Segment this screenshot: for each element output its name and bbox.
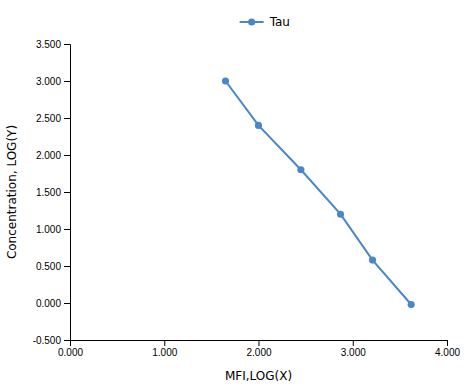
point <box>408 301 415 308</box>
tick: 3.000 <box>36 76 70 87</box>
axis-line <box>64 45 71 341</box>
x-axis-title: MFI,LOG(X) <box>225 369 292 383</box>
tick: 1.000 <box>36 224 70 235</box>
tick-label: 2.000 <box>246 347 271 358</box>
tick: 1.500 <box>36 187 70 198</box>
tick-mark <box>64 340 70 341</box>
tick-label: 0.500 <box>36 261 61 272</box>
tick-mark <box>447 340 448 346</box>
line <box>226 81 412 304</box>
tick: 3.000 <box>341 340 366 358</box>
tick-label: 4.000 <box>435 347 460 358</box>
tick: 2.000 <box>246 340 271 358</box>
y-axis: -0.500 0.000 0.500 1.000 1.500 2.000 2.500 3.00… <box>33 39 71 346</box>
tick-mark <box>64 192 70 193</box>
tick-label: 3.500 <box>36 39 61 50</box>
legend: Tau <box>240 15 290 29</box>
tick-label: 1.000 <box>152 347 177 358</box>
legend-label: Tau <box>269 15 290 29</box>
tick-label: 0.000 <box>58 347 83 358</box>
tick-mark <box>64 155 70 156</box>
axis-line <box>71 341 448 347</box>
tick-label: 3.000 <box>36 76 61 87</box>
tick: 2.000 <box>36 150 70 161</box>
tick: 3.500 <box>36 39 70 50</box>
tick: -0.500 <box>33 335 70 346</box>
x-axis: 0.000 1.000 2.000 3.000 4.000 <box>58 340 460 358</box>
legend-marker <box>248 18 255 25</box>
tick-label: 2.000 <box>36 150 61 161</box>
tick: 1.000 <box>152 340 177 358</box>
tick: 0.500 <box>36 261 70 272</box>
tick-mark <box>64 44 70 45</box>
point <box>337 211 344 218</box>
point <box>222 77 229 84</box>
y-axis-title: Concentration, LOG(Y) <box>5 125 19 259</box>
tick: 0.000 <box>58 340 83 358</box>
chart: 0.0001.0002.0003.0004.000-0.5000.0000.50… <box>0 0 469 392</box>
tick-mark <box>64 118 70 119</box>
plot: 0.0001.0002.0003.0004.000-0.5000.0000.50… <box>33 39 461 358</box>
tick-label: 0.000 <box>36 298 61 309</box>
tick-label: 3.000 <box>341 347 366 358</box>
tick: 4.000 <box>435 340 460 358</box>
point <box>297 166 304 173</box>
point <box>369 257 376 264</box>
tick-mark <box>64 81 70 82</box>
point <box>255 122 262 129</box>
tick-label: 1.000 <box>36 224 61 235</box>
tick-mark <box>353 340 354 346</box>
tick-label: 1.500 <box>36 187 61 198</box>
tick: 2.500 <box>36 113 70 124</box>
legend-item: Tau <box>240 15 290 29</box>
tick-mark <box>64 266 70 267</box>
tick-label: -0.500 <box>33 335 62 346</box>
tick-mark <box>64 229 70 230</box>
tick: 0.000 <box>36 298 70 309</box>
marks <box>222 77 415 308</box>
tick-label: 2.500 <box>36 113 61 124</box>
tick-mark <box>259 340 260 346</box>
tick-mark <box>64 303 70 304</box>
tick-mark <box>164 340 165 346</box>
